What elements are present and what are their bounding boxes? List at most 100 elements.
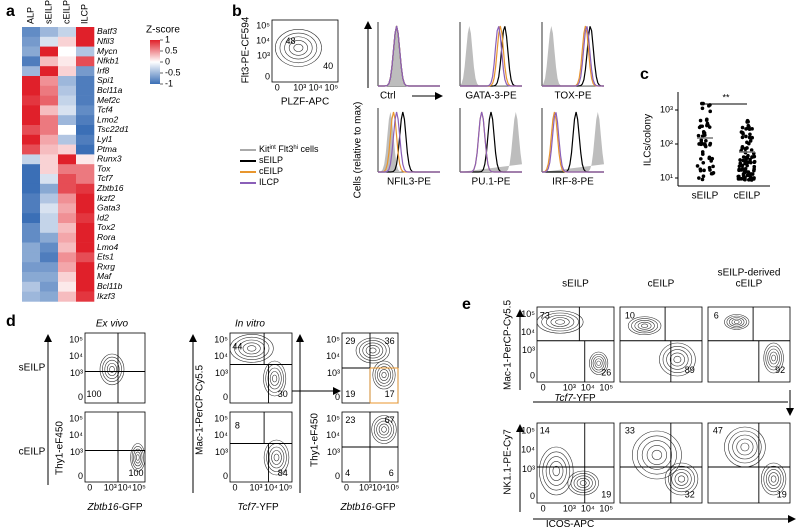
contour bbox=[677, 475, 686, 483]
heatmap-cell bbox=[22, 115, 41, 126]
contour bbox=[131, 445, 144, 469]
dot bbox=[711, 164, 715, 169]
contour bbox=[631, 318, 659, 334]
y-tick-label: 10⁴ bbox=[326, 351, 340, 361]
y-tick-label: 10³ bbox=[522, 464, 535, 474]
heatmap-cell bbox=[58, 95, 77, 106]
contour bbox=[765, 469, 782, 489]
scale-tick-label: -0.5 bbox=[165, 67, 181, 77]
heatmap-cell bbox=[58, 193, 77, 204]
gene-label: Bcl11b bbox=[97, 281, 123, 291]
gene-label: Tcf7 bbox=[97, 173, 113, 183]
dot bbox=[742, 167, 747, 172]
gate-percent: 30 bbox=[278, 389, 288, 399]
heatmap-cell bbox=[22, 66, 41, 77]
dot bbox=[748, 157, 752, 162]
histogram bbox=[378, 26, 440, 86]
contour bbox=[374, 363, 394, 387]
heatmap-cell bbox=[22, 144, 41, 155]
heatmap-cell bbox=[22, 154, 41, 165]
gene-label: Runx3 bbox=[97, 154, 122, 164]
gene-label: Ikzf2 bbox=[97, 193, 115, 203]
x-tick-label: 10⁵ bbox=[279, 482, 293, 492]
hist-label: GATA-3-PE bbox=[465, 91, 517, 102]
dot bbox=[696, 133, 701, 138]
gene-label: Rxrg bbox=[97, 261, 115, 271]
dot bbox=[707, 125, 712, 129]
contour bbox=[770, 475, 777, 483]
contour bbox=[379, 369, 389, 381]
contour bbox=[724, 314, 750, 330]
contour bbox=[279, 32, 318, 64]
heatmap-cell bbox=[22, 174, 41, 185]
heatmap-cell bbox=[40, 56, 59, 67]
heatmap-cell bbox=[40, 125, 59, 136]
contour bbox=[641, 440, 672, 470]
heatmap-cell bbox=[58, 174, 77, 185]
heatmap-cell bbox=[40, 66, 59, 77]
x-tick-label: 0 bbox=[541, 503, 546, 513]
contour bbox=[641, 323, 649, 328]
legend-label: Kitint Flt3hi cells bbox=[259, 144, 319, 154]
hist-label: NFIL3-PE bbox=[387, 177, 431, 188]
dot bbox=[704, 138, 708, 143]
x-tick-label: sEILP bbox=[692, 191, 719, 202]
scale-tick-label: 0.5 bbox=[165, 45, 178, 55]
heatmap-cell bbox=[22, 85, 41, 96]
dot bbox=[750, 127, 754, 131]
dot bbox=[708, 109, 713, 114]
heatmap-cell bbox=[40, 193, 59, 204]
heatmap-cell bbox=[40, 223, 59, 234]
axis-label: Mac-1-PerCP-Cy5.5 bbox=[195, 365, 206, 455]
axis-label: Thy1-eF450 bbox=[310, 413, 321, 467]
dot bbox=[698, 118, 703, 123]
axis-label: Zbtb16-GFP bbox=[339, 502, 395, 513]
dot bbox=[738, 158, 742, 162]
heatmap-cell bbox=[22, 242, 41, 253]
gate-percent: 92 bbox=[775, 365, 785, 375]
plot-frame bbox=[84, 332, 146, 404]
contour bbox=[268, 446, 285, 469]
column-label: sEILP bbox=[43, 0, 53, 24]
panel-label: c bbox=[640, 66, 649, 83]
contour bbox=[263, 360, 287, 397]
contour bbox=[636, 435, 677, 475]
axis-label: Cells (relative to max) bbox=[353, 102, 364, 199]
dot bbox=[743, 176, 747, 180]
x-tick-label: cEILP bbox=[734, 191, 761, 202]
scale-tick-label: 1 bbox=[165, 34, 170, 44]
column-title: sEILP-derived bbox=[718, 268, 781, 279]
contour bbox=[769, 351, 778, 365]
dot bbox=[752, 176, 756, 180]
legend-part: int bbox=[270, 145, 277, 151]
gate-percent: 6 bbox=[714, 310, 719, 320]
axis-label-part: -GFP bbox=[119, 502, 143, 513]
dot bbox=[707, 156, 712, 161]
legend-part: Flt3 bbox=[276, 144, 294, 154]
contour bbox=[674, 472, 689, 486]
dot bbox=[702, 131, 707, 135]
contour bbox=[589, 351, 609, 375]
heatmap-cell bbox=[22, 193, 41, 204]
contour bbox=[269, 371, 280, 386]
dot bbox=[741, 158, 745, 163]
y-tick-label: 10⁴ bbox=[521, 327, 535, 337]
dot bbox=[738, 161, 743, 166]
contour bbox=[104, 359, 120, 379]
contour bbox=[288, 40, 308, 56]
x-tick-label: 10⁴ bbox=[264, 482, 278, 492]
heatmap-cell bbox=[58, 154, 77, 165]
gene-label: Mef2c bbox=[97, 95, 121, 105]
column-title: cEILP bbox=[736, 279, 763, 290]
gate-percent: 29 bbox=[345, 336, 355, 346]
y-tick-label: 10⁵ bbox=[69, 413, 83, 423]
heatmap-cell bbox=[58, 213, 77, 224]
y-tick-label: 10⁵ bbox=[69, 334, 83, 344]
heatmap-cell bbox=[58, 252, 77, 263]
dot bbox=[710, 156, 715, 161]
contour bbox=[768, 472, 779, 486]
dot bbox=[702, 168, 706, 173]
heatmap-cell bbox=[58, 203, 77, 214]
dot bbox=[707, 104, 711, 108]
axis-label: ICOS-APC bbox=[546, 519, 594, 530]
